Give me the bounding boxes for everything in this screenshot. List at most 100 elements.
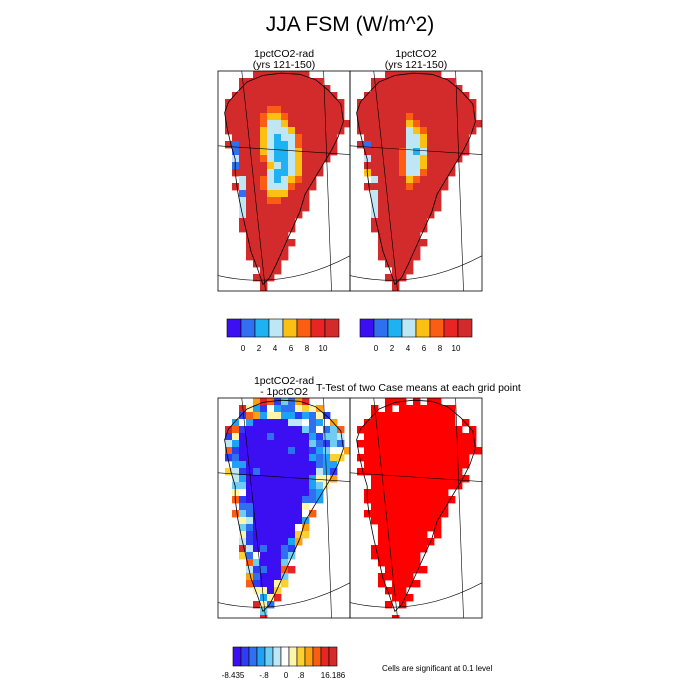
grid-cell <box>260 260 268 268</box>
map-ttest <box>349 397 483 619</box>
grid-cell <box>385 503 393 511</box>
meridian-line <box>455 71 464 291</box>
panel-title-1pctco2: 1pctCO2 (yrs 121-150) <box>385 49 447 70</box>
grid-cell <box>239 106 247 114</box>
grid-cell <box>378 197 386 205</box>
grid-cell <box>469 433 477 441</box>
grid-cell <box>392 517 400 525</box>
grid-cell <box>281 190 289 198</box>
grid-cell <box>357 106 365 114</box>
grid-cell <box>253 489 261 497</box>
grid-cell <box>225 433 233 441</box>
grid-cell <box>441 183 449 191</box>
grid-cell <box>434 440 442 448</box>
grid-cell <box>232 496 240 504</box>
grid-cell <box>378 162 386 170</box>
grid-cell <box>253 510 261 518</box>
grid-cell <box>441 405 449 413</box>
grid-cell <box>225 120 233 128</box>
grid-cell <box>260 78 268 86</box>
grid-cell <box>225 99 233 107</box>
grid-cell <box>378 496 386 504</box>
colorbar-swatch <box>457 318 473 338</box>
grid-cell <box>267 176 275 184</box>
grid-cell <box>267 169 275 177</box>
grid-cell <box>392 482 400 490</box>
grid-cell <box>434 78 442 86</box>
grid-cell <box>413 204 421 212</box>
grid-cell <box>260 552 268 560</box>
grid-cell <box>253 148 261 156</box>
grid-cell <box>302 524 310 532</box>
grid-cell <box>399 405 407 413</box>
grid-cell <box>385 510 393 518</box>
grid-cell <box>274 183 282 191</box>
grid-cell <box>378 85 386 93</box>
colorbar-tick-label: 0 <box>373 344 379 353</box>
grid-cell <box>364 155 372 163</box>
grid-cell <box>316 141 324 149</box>
grid-cell <box>399 155 407 163</box>
grid-cell <box>448 169 456 177</box>
colorbar-swatch <box>387 318 403 338</box>
grid-cell <box>274 190 282 198</box>
colorbar-tick-label: -.8 <box>259 671 269 680</box>
grid-cell <box>281 92 289 100</box>
grid-cell <box>462 475 470 483</box>
grid-cell <box>246 127 254 135</box>
grid-cell <box>267 183 275 191</box>
grid-cell <box>260 183 268 191</box>
grid-cell <box>253 419 261 427</box>
grid-cell <box>399 99 407 107</box>
grid-cell <box>406 545 414 553</box>
grid-cell <box>288 517 296 525</box>
grid-cell <box>253 85 261 93</box>
grid-cell <box>371 517 379 525</box>
grid-cell <box>392 71 400 79</box>
grid-cell <box>413 162 421 170</box>
grid-cell <box>281 517 289 525</box>
grid-cell <box>420 162 428 170</box>
grid-cell <box>253 447 261 455</box>
grid-cell <box>253 559 261 567</box>
grid-cell <box>399 92 407 100</box>
grid-cell <box>378 538 386 546</box>
grid-cell <box>392 246 400 254</box>
grid-cell <box>260 608 268 616</box>
grid-cell <box>267 92 275 100</box>
grid-cell <box>378 461 386 469</box>
grid-cell <box>246 405 254 413</box>
grid-cell <box>469 447 477 455</box>
grid-cell <box>399 482 407 490</box>
colorbar-swatch <box>268 318 284 338</box>
grid-cell <box>427 398 435 406</box>
colorbar-3 <box>232 646 338 667</box>
map-difference <box>217 397 351 619</box>
grid-cell <box>246 566 254 574</box>
grid-cell <box>281 211 289 219</box>
grid-cell <box>413 155 421 163</box>
grid-cell <box>434 120 442 128</box>
grid-cell <box>406 573 414 581</box>
grid-cell <box>295 127 303 135</box>
grid-cell <box>399 412 407 420</box>
grid-cell <box>385 162 393 170</box>
grid-cell <box>246 440 254 448</box>
grid-cell <box>378 517 386 525</box>
grid-cell <box>253 99 261 107</box>
grid-cell <box>274 517 282 525</box>
grid-cell <box>302 141 310 149</box>
grid-cell <box>392 496 400 504</box>
grid-cell <box>295 106 303 114</box>
grid-cell <box>281 510 289 518</box>
grid-cell <box>267 260 275 268</box>
grid-cell <box>260 197 268 205</box>
grid-cell <box>302 169 310 177</box>
grid-cell <box>427 468 435 476</box>
grid-cell <box>427 113 435 121</box>
grid-cell <box>406 412 414 420</box>
grid-cell <box>413 524 421 532</box>
grid-cell <box>288 475 296 483</box>
grid-cell <box>399 573 407 581</box>
grid-cell <box>406 239 414 247</box>
